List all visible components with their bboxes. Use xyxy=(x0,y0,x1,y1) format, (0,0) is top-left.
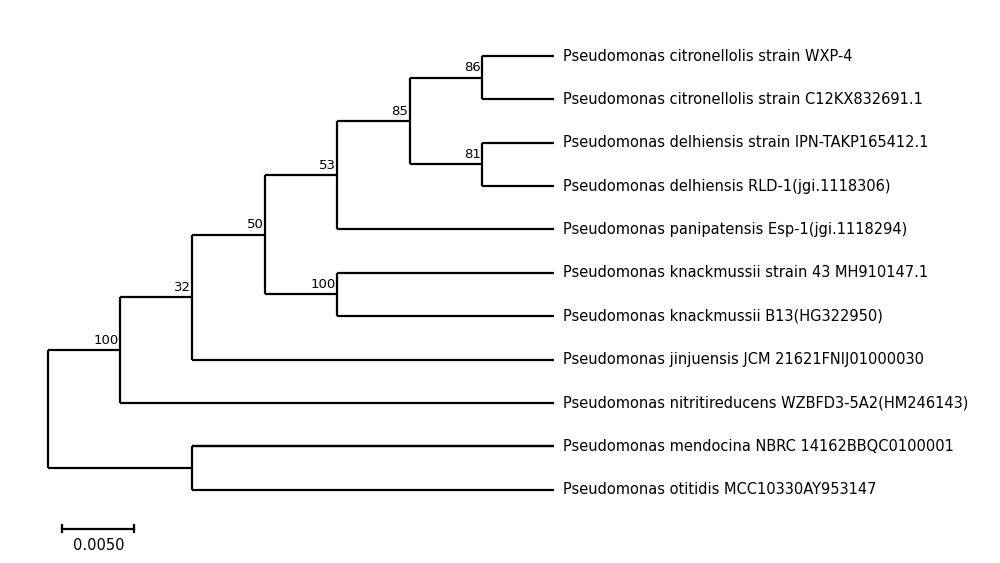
Text: Pseudomonas delhiensis RLD-1(jgi.1118306): Pseudomonas delhiensis RLD-1(jgi.1118306… xyxy=(563,178,891,194)
Text: Pseudomonas citronellolis strain WXP-4: Pseudomonas citronellolis strain WXP-4 xyxy=(563,48,853,64)
Text: 86: 86 xyxy=(464,61,481,74)
Text: 50: 50 xyxy=(246,218,263,231)
Text: Pseudomonas citronellolis strain C12KX832691.1: Pseudomonas citronellolis strain C12KX83… xyxy=(563,92,923,107)
Text: 0.0050: 0.0050 xyxy=(73,538,124,553)
Text: Pseudomonas knackmussii B13(HG322950): Pseudomonas knackmussii B13(HG322950) xyxy=(563,309,883,324)
Text: Pseudomonas otitidis MCC10330AY953147: Pseudomonas otitidis MCC10330AY953147 xyxy=(563,482,877,497)
Text: 85: 85 xyxy=(391,105,408,118)
Text: Pseudomonas panipatensis Esp-1(jgi.1118294): Pseudomonas panipatensis Esp-1(jgi.11182… xyxy=(563,222,907,237)
Text: Pseudomonas delhiensis strain IPN-TAKP165412.1: Pseudomonas delhiensis strain IPN-TAKP16… xyxy=(563,135,929,150)
Text: Pseudomonas knackmussii strain 43 MH910147.1: Pseudomonas knackmussii strain 43 MH9101… xyxy=(563,265,928,280)
Text: Pseudomonas mendocina NBRC 14162BBQC0100001: Pseudomonas mendocina NBRC 14162BBQC0100… xyxy=(563,439,954,454)
Text: 81: 81 xyxy=(464,148,481,161)
Text: 32: 32 xyxy=(174,281,191,294)
Text: Pseudomonas jinjuensis JCM 21621FNIJ01000030: Pseudomonas jinjuensis JCM 21621FNIJ0100… xyxy=(563,352,924,367)
Text: 53: 53 xyxy=(319,159,336,172)
Text: Pseudomonas nitritireducens WZBFD3-5A2(HM246143): Pseudomonas nitritireducens WZBFD3-5A2(H… xyxy=(563,395,968,410)
Text: 100: 100 xyxy=(310,278,336,291)
Text: 100: 100 xyxy=(93,333,119,347)
